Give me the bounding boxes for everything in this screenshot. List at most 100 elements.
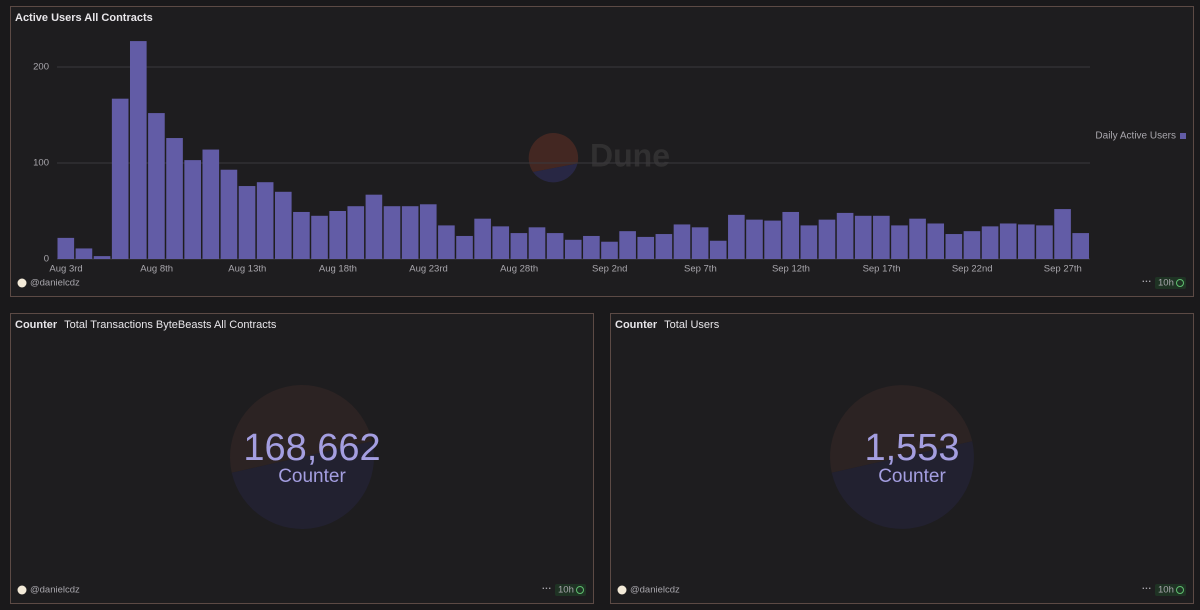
bar — [383, 206, 401, 259]
age: 10h — [558, 585, 574, 596]
bar — [329, 211, 346, 259]
bar — [836, 212, 854, 259]
bar — [963, 231, 981, 259]
watermark: Dune — [528, 132, 670, 183]
bar — [873, 215, 890, 259]
bar — [564, 239, 582, 259]
bar — [111, 98, 129, 260]
avatar — [17, 278, 27, 288]
bar — [401, 206, 419, 259]
bar — [655, 234, 673, 259]
x-tick-label: Aug 23rd — [409, 264, 448, 275]
counter-title: Total Transactions ByteBeasts All Contra… — [64, 319, 277, 331]
bar — [166, 138, 183, 259]
counter-value: 1,553 — [864, 427, 959, 469]
bar — [256, 182, 274, 259]
counter-value: 168,662 — [243, 427, 380, 469]
bar — [927, 223, 945, 259]
bar — [474, 218, 491, 259]
counter-caption: Counter — [278, 466, 346, 487]
bar — [981, 226, 999, 259]
bar — [782, 211, 800, 259]
menu[interactable]: ··· — [1142, 584, 1152, 595]
x-tick-label: Sep 17th — [863, 264, 901, 275]
bar — [274, 191, 292, 259]
avatar — [17, 585, 27, 595]
bar — [818, 219, 836, 259]
age: 10h — [1158, 278, 1174, 289]
bar — [184, 160, 201, 259]
counter-kind: Counter — [15, 319, 58, 331]
counter-caption: Counter — [878, 466, 946, 487]
x-tick-label: Sep 27th — [1044, 264, 1082, 275]
logo — [528, 132, 579, 172]
bar — [891, 225, 908, 259]
age: 10h — [1158, 585, 1174, 596]
bar — [202, 149, 220, 259]
menu[interactable]: ··· — [1142, 277, 1152, 288]
bar — [619, 231, 636, 259]
avatar — [617, 585, 627, 595]
bar — [945, 234, 963, 259]
author: @danielcdz — [30, 278, 80, 289]
x-tick-label: Sep 7th — [684, 264, 717, 275]
bar — [1072, 233, 1089, 259]
check — [1176, 279, 1184, 287]
counter-title: Total Users — [664, 319, 720, 331]
bar — [293, 211, 310, 259]
x-tick-label: Sep 22nd — [952, 264, 993, 275]
x-tick-label: Sep 12th — [772, 264, 810, 275]
bar — [419, 204, 437, 259]
y-tick-label: 100 — [33, 158, 49, 169]
logo-bottom — [231, 441, 374, 529]
bar — [347, 206, 365, 259]
x-tick-label: Aug 18th — [319, 264, 357, 275]
author: @danielcdz — [30, 585, 80, 596]
bar — [57, 237, 75, 259]
bar — [999, 223, 1017, 259]
chart-title: Active Users All Contracts — [15, 12, 153, 24]
y-tick-label: 0 — [44, 254, 49, 265]
y-tick-label: 200 — [33, 62, 49, 73]
bar — [854, 215, 872, 259]
logo-bottom — [831, 441, 974, 529]
bar — [438, 225, 455, 259]
bar — [637, 236, 655, 259]
x-tick-label: Aug 13th — [228, 264, 266, 275]
check — [1176, 586, 1184, 594]
bar — [75, 248, 93, 259]
bar — [148, 113, 165, 259]
bar — [311, 215, 328, 259]
bar — [673, 224, 691, 259]
bar — [583, 235, 600, 259]
x-tick-label: Aug 8th — [140, 264, 173, 275]
bar — [691, 227, 709, 259]
watermark-text: Dune — [590, 137, 670, 173]
bar — [728, 214, 745, 259]
logo-top — [230, 385, 373, 473]
bar — [528, 227, 546, 259]
x-tick-label: Aug 3rd — [49, 264, 82, 275]
bar — [546, 233, 564, 259]
x-tick-label: Sep 2nd — [592, 264, 627, 275]
bar — [764, 220, 781, 259]
bar — [800, 225, 818, 259]
bar — [1054, 209, 1071, 259]
legend-swatch — [1180, 133, 1186, 139]
x-tick-label: Aug 28th — [500, 264, 538, 275]
bar — [129, 41, 147, 259]
bar — [601, 241, 618, 259]
bar — [709, 240, 727, 259]
bar — [238, 186, 256, 259]
bar — [365, 194, 383, 259]
bar — [93, 256, 111, 259]
counter-kind: Counter — [615, 319, 658, 331]
check — [576, 586, 584, 594]
logo — [533, 163, 578, 183]
menu[interactable]: ··· — [542, 584, 552, 595]
logo-top — [830, 385, 973, 473]
legend-label[interactable]: Daily Active Users — [1095, 131, 1176, 142]
bar — [1036, 225, 1053, 259]
